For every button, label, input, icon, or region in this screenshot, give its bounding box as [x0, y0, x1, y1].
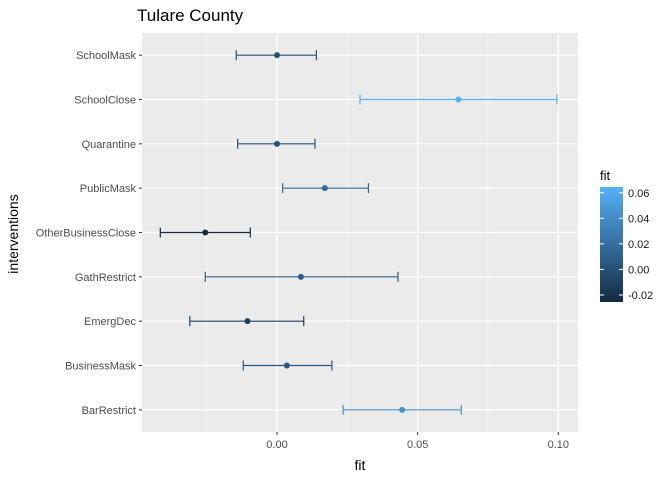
point-Quarantine: [274, 140, 281, 147]
y-tick-label: GathRestrict: [75, 272, 136, 284]
point-GathRestrict: [297, 273, 304, 280]
x-axis-title: fit: [355, 457, 366, 473]
legend-title: fit: [600, 168, 611, 183]
legend-tick-label: 0.06: [628, 188, 649, 200]
point-BarRestrict: [399, 406, 406, 413]
point-EmergDec: [244, 318, 251, 325]
y-tick-label: EmergDec: [84, 316, 136, 328]
point-PublicMask: [321, 185, 328, 192]
y-tick-label: OtherBusinessClose: [36, 228, 136, 240]
legend-tick-label: 0.04: [628, 213, 649, 225]
legend-tick-label: 0.00: [628, 264, 649, 276]
x-tick-label: 0.00: [266, 439, 287, 451]
x-tick-labels: 0.00 0.05 0.10: [266, 432, 569, 451]
y-tick-labels: SchoolMask SchoolClose Quarantine PublicMas…: [36, 50, 142, 417]
y-tick-label: PublicMask: [80, 183, 137, 195]
y-tick-label: Quarantine: [82, 139, 136, 151]
y-tick-label: BusinessMask: [65, 361, 136, 373]
points: [202, 52, 462, 413]
point-BusinessMask: [283, 362, 290, 369]
point-OtherBusinessClose: [202, 229, 209, 236]
chart-title: Tulare County: [137, 6, 244, 25]
y-tick-label: BarRestrict: [82, 405, 136, 417]
legend-ticks: -0.02 0.00 0.02 0.04 0.06: [600, 188, 653, 302]
y-tick-label: SchoolClose: [74, 95, 136, 107]
point-SchoolMask: [274, 52, 281, 59]
y-axis-title: interventions: [5, 194, 21, 273]
x-tick-label: 0.05: [407, 439, 428, 451]
y-tick-label: SchoolMask: [76, 50, 136, 62]
color-legend: fit -0.02 0.00 0.02 0.04 0.06: [600, 168, 653, 302]
legend-colorbar: [600, 187, 623, 302]
point-SchoolClose: [455, 96, 462, 103]
legend-tick-label: 0.02: [628, 239, 649, 251]
x-tick-label: 0.10: [548, 439, 569, 451]
legend-tick-label: -0.02: [628, 290, 653, 302]
